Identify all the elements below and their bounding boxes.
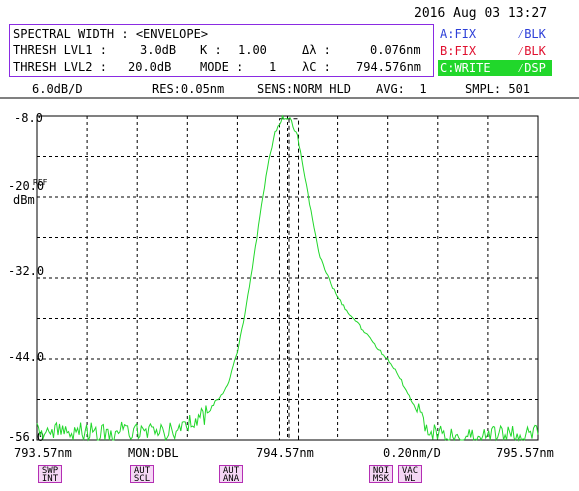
span-readout: 0.20nm/D bbox=[383, 446, 441, 460]
thresh2-label: THRESH LVL2 : bbox=[13, 60, 107, 74]
sampling-readout: SMPL: 501 bbox=[465, 82, 531, 96]
y-tick-label: -44.0 bbox=[8, 350, 45, 364]
trace-c-mode: ⁄DSP bbox=[517, 61, 546, 75]
k-value: 1.00 bbox=[238, 43, 267, 57]
trace-a-label[interactable]: A:FIX bbox=[440, 27, 477, 41]
mode-label: MODE : bbox=[200, 60, 244, 74]
softkey-line: WL bbox=[404, 474, 416, 484]
datetime-readout: 2016 Aug 03 13:27 bbox=[414, 6, 548, 21]
trace-c-label: C:WRITE bbox=[440, 61, 491, 75]
softkey-line: ANA bbox=[222, 474, 240, 484]
x-center-label: 794.57nm bbox=[256, 446, 314, 460]
softkey-line: NOI bbox=[372, 466, 390, 476]
softkey-line: AUT bbox=[133, 466, 151, 476]
softkey-line: MSK bbox=[372, 474, 390, 484]
trace-a-mode[interactable]: ⁄BLK bbox=[517, 27, 546, 41]
spectral-width-panel: SPECTRAL WIDTH : <ENVELOPE> THRESH LVL1 … bbox=[9, 24, 434, 77]
softkey-noise-mask[interactable]: NOI MSK bbox=[369, 465, 393, 484]
x-start-label: 793.57nm bbox=[14, 446, 72, 460]
trace-b-label[interactable]: B:FIX bbox=[440, 44, 477, 58]
thresh1-label: THRESH LVL1 : bbox=[13, 43, 107, 57]
x-stop-label: 795.57nm bbox=[496, 446, 554, 460]
ref-marker: REF bbox=[33, 178, 48, 187]
k-label: K : bbox=[200, 43, 222, 57]
softkey-line: SWP bbox=[41, 466, 59, 476]
thresh1-value: 3.0dB bbox=[140, 43, 177, 57]
delta-lambda-label: Δλ : bbox=[302, 43, 331, 57]
resolution-readout: RES:0.05nm bbox=[152, 82, 225, 96]
softkey-vacuum-wl[interactable]: VAC WL bbox=[398, 465, 422, 484]
softkey-auto-scale[interactable]: AUT SCL bbox=[130, 465, 154, 484]
softkey-line: VAC bbox=[401, 466, 419, 476]
delta-lambda-value: 0.076nm bbox=[370, 43, 421, 57]
mode-value: 1 bbox=[269, 60, 277, 74]
monitor-readout: MON:DBL bbox=[128, 446, 179, 460]
y-unit: dBm bbox=[13, 193, 35, 207]
y-tick-label: -56.0 bbox=[8, 430, 45, 444]
y-tick-label: -20.0 bbox=[8, 179, 45, 193]
lambda-c-label: λC : bbox=[302, 60, 331, 74]
y-tick-label: -32.0 bbox=[8, 264, 45, 278]
trace-b-mode[interactable]: ⁄BLK bbox=[517, 44, 546, 58]
analysis-title: SPECTRAL WIDTH : <ENVELOPE> bbox=[13, 27, 209, 41]
softkey-auto-analysis[interactable]: AUT ANA bbox=[219, 465, 243, 484]
softkey-sweep-interval[interactable]: SWP INT bbox=[38, 465, 62, 484]
thresh2-value: 20.0dB bbox=[128, 60, 172, 74]
softkey-line: SCL bbox=[133, 474, 151, 484]
sensitivity-readout: SENS:NORM HLD bbox=[257, 82, 351, 96]
average-readout: AVG: 1 bbox=[376, 82, 427, 96]
y-tick-label: -8.0 bbox=[14, 111, 43, 125]
softkey-line: INT bbox=[41, 474, 59, 484]
scale-readout: 6.0dB/D bbox=[32, 82, 83, 96]
softkey-line: AUT bbox=[222, 466, 240, 476]
lambda-c-value: 794.576nm bbox=[356, 60, 422, 74]
trace-c-row[interactable]: C:WRITE ⁄DSP bbox=[438, 60, 552, 76]
spectrum-trace bbox=[36, 114, 539, 442]
